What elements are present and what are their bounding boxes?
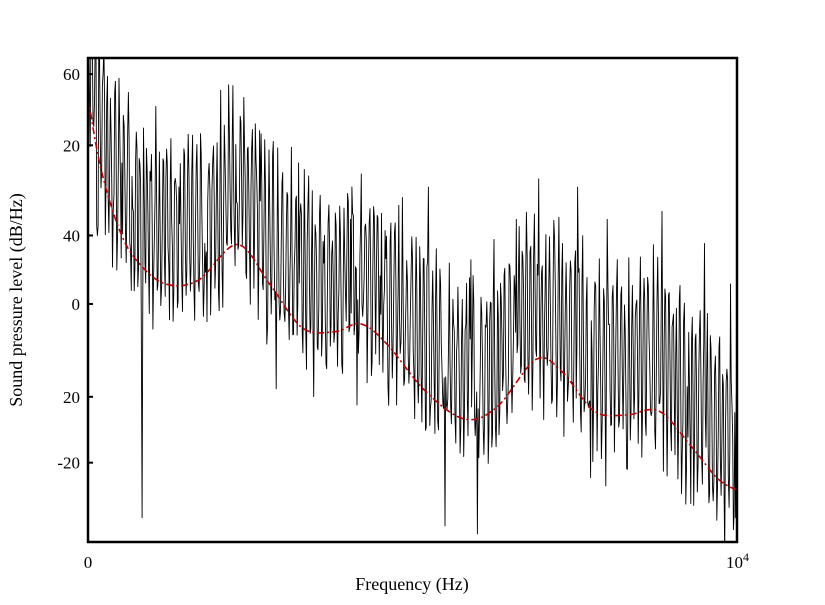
x-axis-label: Frequency (Hz): [355, 574, 468, 595]
series-layer: [88, 58, 737, 542]
series-envelope-line: [88, 97, 737, 492]
y-inner-tick-label: 20: [63, 136, 80, 155]
y-outer-tick-label: 40: [63, 226, 80, 245]
series-spectrum-line: [88, 58, 737, 542]
tick-layer: 60 40 20 20 0 -20 0 104: [57, 65, 749, 572]
y-axis-label: Sound pressure level (dB/Hz): [6, 193, 27, 406]
y-inner-tick-label: -20: [57, 454, 80, 473]
x-tick-label: 104: [726, 550, 749, 572]
x-tick-label: 0: [84, 553, 93, 572]
plot-frame: [86, 56, 739, 544]
y-outer-tick-label: 60: [63, 65, 80, 84]
y-inner-tick-label: 0: [72, 295, 81, 314]
y-outer-tick-label: 20: [63, 388, 80, 407]
